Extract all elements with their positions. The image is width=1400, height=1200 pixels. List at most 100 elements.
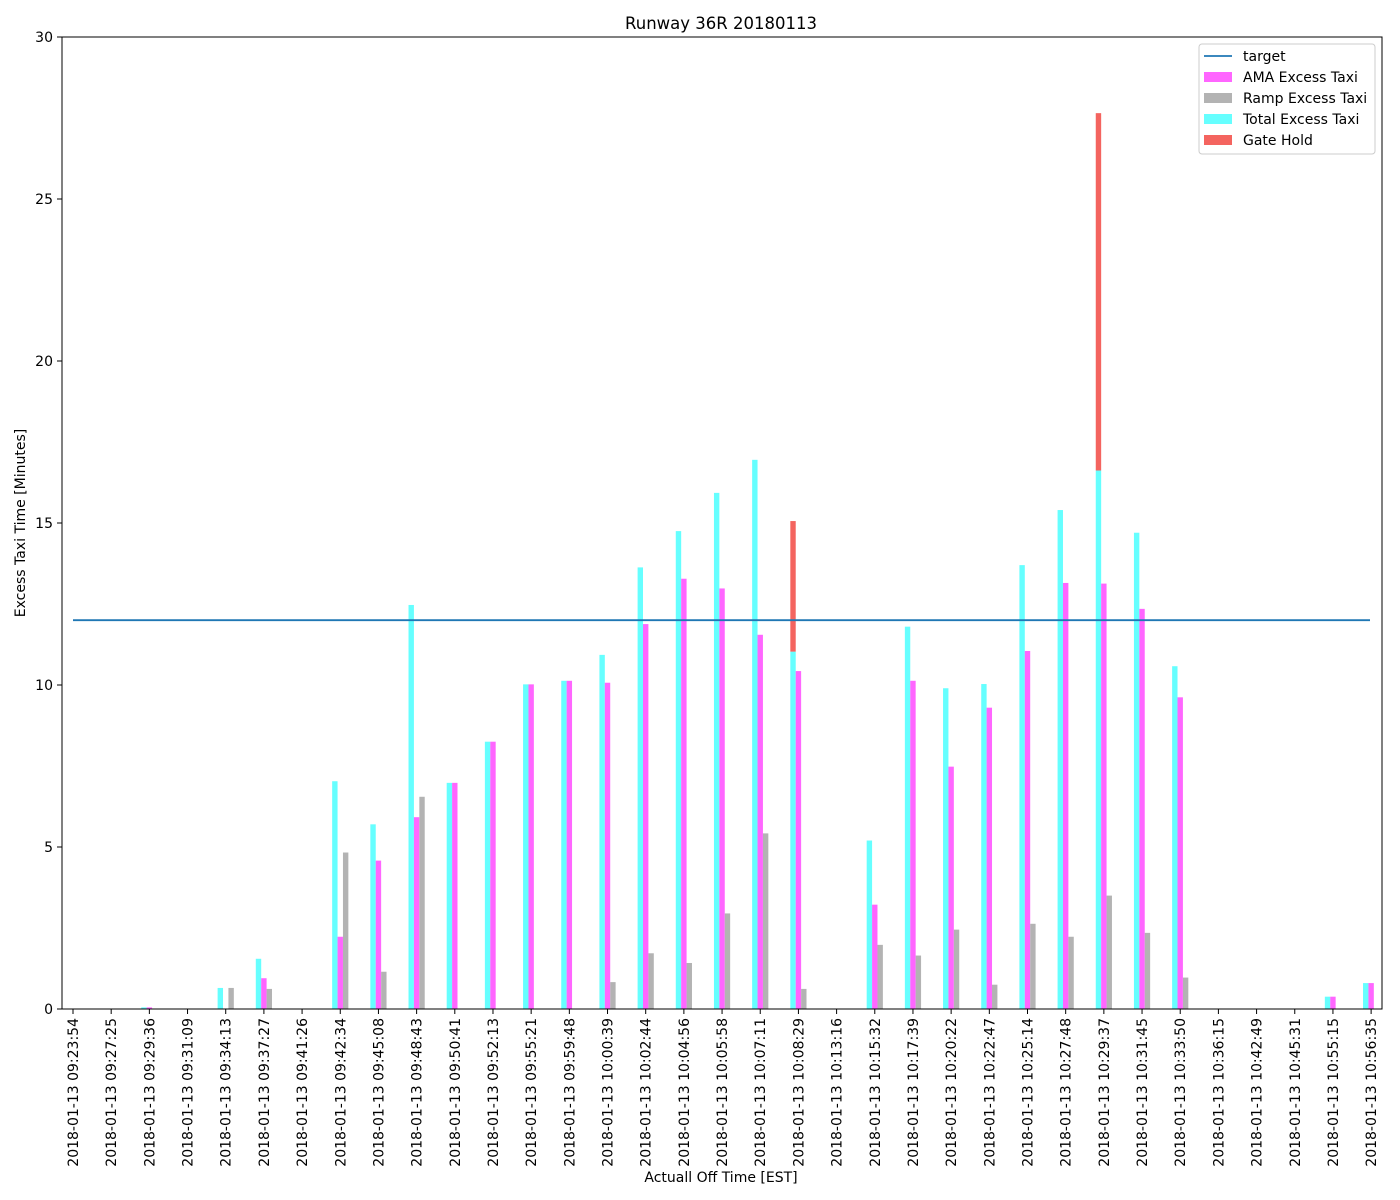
ramp-excess-taxi-bar [1182, 977, 1189, 1009]
ama-excess-taxi-bar [719, 588, 725, 1009]
y-tick-label: 0 [44, 1002, 53, 1018]
chart-title: Runway 36R 20180113 [625, 14, 817, 33]
legend-swatch [1204, 135, 1232, 145]
ramp-excess-taxi-bar [419, 796, 425, 1009]
ramp-excess-taxi-bar [992, 984, 998, 1009]
total-excess-taxi-bar [1363, 983, 1369, 1009]
total-excess-taxi-bar [637, 567, 643, 1009]
ama-excess-taxi-bar [986, 707, 993, 1009]
total-excess-taxi-bar [141, 1007, 147, 1009]
total-excess-taxi-bar [599, 654, 605, 1009]
total-excess-taxi-bar [713, 492, 720, 1009]
ramp-excess-taxi-bar [953, 929, 960, 1009]
ramp-excess-taxi-bar [1106, 895, 1112, 1009]
x-tick-label: 2018-01-13 10:31:45 [1135, 1018, 1151, 1167]
x-tick-label: 2018-01-13 09:34:13 [219, 1018, 235, 1167]
ramp-excess-taxi-bar [342, 852, 349, 1009]
y-tick-label: 20 [35, 354, 53, 370]
ramp-excess-taxi-bar [724, 913, 731, 1009]
ramp-excess-taxi-bar [915, 955, 922, 1009]
ramp-excess-taxi-bar [762, 833, 769, 1009]
y-tick-label: 5 [44, 840, 53, 856]
x-tick-label: 2018-01-13 10:02:44 [639, 1018, 655, 1167]
ama-excess-taxi-bar [1330, 996, 1336, 1009]
ama-excess-taxi-bar [1177, 697, 1183, 1009]
total-excess-taxi-bar [752, 459, 758, 1009]
ama-excess-taxi-bar [1139, 608, 1145, 1009]
ama-excess-taxi-bar [948, 766, 954, 1009]
x-tick-label: 2018-01-13 10:33:50 [1173, 1018, 1189, 1167]
ama-excess-taxi-bar [528, 684, 534, 1009]
y-tick-label: 10 [35, 678, 53, 694]
ama-excess-taxi-bar [872, 904, 878, 1009]
ama-excess-taxi-bar [375, 860, 382, 1009]
x-tick-label: 2018-01-13 10:36:15 [1211, 1018, 1227, 1167]
x-tick-label: 2018-01-13 09:29:36 [142, 1018, 158, 1167]
x-tick-label: 2018-01-13 10:42:49 [1250, 1018, 1266, 1167]
x-tick-label: 2018-01-13 09:41:26 [295, 1018, 311, 1167]
ama-excess-taxi-bar [1024, 650, 1031, 1009]
x-tick-label: 2018-01-13 10:55:15 [1326, 1018, 1342, 1167]
ramp-excess-taxi-bar [228, 987, 234, 1009]
ramp-excess-taxi-bar [801, 988, 807, 1009]
x-tick-label: 2018-01-13 10:29:37 [1097, 1018, 1113, 1167]
ama-excess-taxi-bar [261, 978, 267, 1009]
legend-swatch [1204, 93, 1232, 103]
ama-excess-taxi-bar [757, 634, 763, 1009]
ama-excess-taxi-bar [146, 1007, 153, 1009]
total-excess-taxi-bar [484, 741, 491, 1009]
total-excess-taxi-bar [675, 531, 682, 1009]
x-tick-label: 2018-01-13 10:15:32 [868, 1018, 884, 1167]
total-excess-taxi-bar [217, 987, 224, 1009]
ama-excess-taxi-bar [604, 682, 611, 1009]
bars-layer [141, 113, 1374, 1009]
ramp-excess-taxi-bar [381, 971, 387, 1009]
ramp-excess-taxi-bar [686, 962, 692, 1009]
x-tick-label: 2018-01-13 09:37:27 [257, 1018, 273, 1167]
total-excess-taxi-bar [1172, 666, 1178, 1009]
x-tick-label: 2018-01-13 10:17:39 [906, 1018, 922, 1167]
ama-excess-taxi-bar [795, 671, 802, 1009]
x-tick-label: 2018-01-13 10:05:58 [715, 1018, 731, 1167]
legend-frame [1198, 43, 1376, 155]
ramp-excess-taxi-bar [648, 953, 654, 1009]
legend-item: Gate Hold [1204, 133, 1313, 149]
x-tick-label: 2018-01-13 09:42:34 [333, 1018, 349, 1167]
legend-swatch [1204, 114, 1232, 124]
legend-swatch [1204, 72, 1232, 82]
x-tick-label: 2018-01-13 10:56:35 [1364, 1018, 1380, 1167]
gate-hold-bar [790, 521, 796, 652]
total-excess-taxi-bar [523, 684, 529, 1009]
x-tick-label: 2018-01-13 09:45:08 [371, 1018, 387, 1167]
x-tick-label: 2018-01-13 10:25:14 [1021, 1018, 1037, 1167]
ama-excess-taxi-bar [452, 782, 458, 1009]
x-tick-label: 2018-01-13 09:23:54 [66, 1018, 82, 1167]
y-axis: 0 5 10 15 20 25 30 [35, 30, 62, 1018]
total-excess-taxi-bar [446, 782, 453, 1009]
x-tick-label: 2018-01-13 09:27:25 [104, 1018, 120, 1167]
total-excess-taxi-bar [866, 840, 873, 1009]
x-tick-label: 2018-01-13 09:48:43 [410, 1018, 426, 1167]
total-excess-taxi-bar [943, 688, 949, 1009]
ramp-excess-taxi-bar [610, 982, 616, 1009]
legend-label: target [1243, 49, 1286, 65]
ramp-excess-taxi-bar [877, 944, 883, 1009]
legend-label: Gate Hold [1243, 133, 1313, 149]
total-excess-taxi-bar [790, 651, 796, 1009]
ramp-excess-taxi-bar [1068, 936, 1074, 1009]
ama-excess-taxi-bar [490, 741, 496, 1009]
total-excess-taxi-bar [370, 824, 376, 1009]
ama-excess-taxi-bar [566, 680, 573, 1009]
x-tick-label: 2018-01-13 09:50:41 [448, 1018, 464, 1167]
x-tick-label: 2018-01-13 10:08:29 [791, 1018, 807, 1167]
total-excess-taxi-bar [1019, 565, 1025, 1009]
total-excess-taxi-bar [408, 604, 414, 1009]
x-axis-title: Actuall Off Time [EST] [644, 1170, 797, 1186]
total-excess-taxi-bar [561, 680, 567, 1009]
total-excess-taxi-bar [1133, 532, 1140, 1009]
legend-item: Ramp Excess Taxi [1204, 91, 1367, 107]
legend-label: Total Excess Taxi [1242, 112, 1359, 128]
x-tick-label: 2018-01-13 10:27:48 [1059, 1018, 1075, 1167]
ramp-excess-taxi-bar [1144, 932, 1151, 1009]
ama-excess-taxi-bar [1368, 983, 1374, 1009]
